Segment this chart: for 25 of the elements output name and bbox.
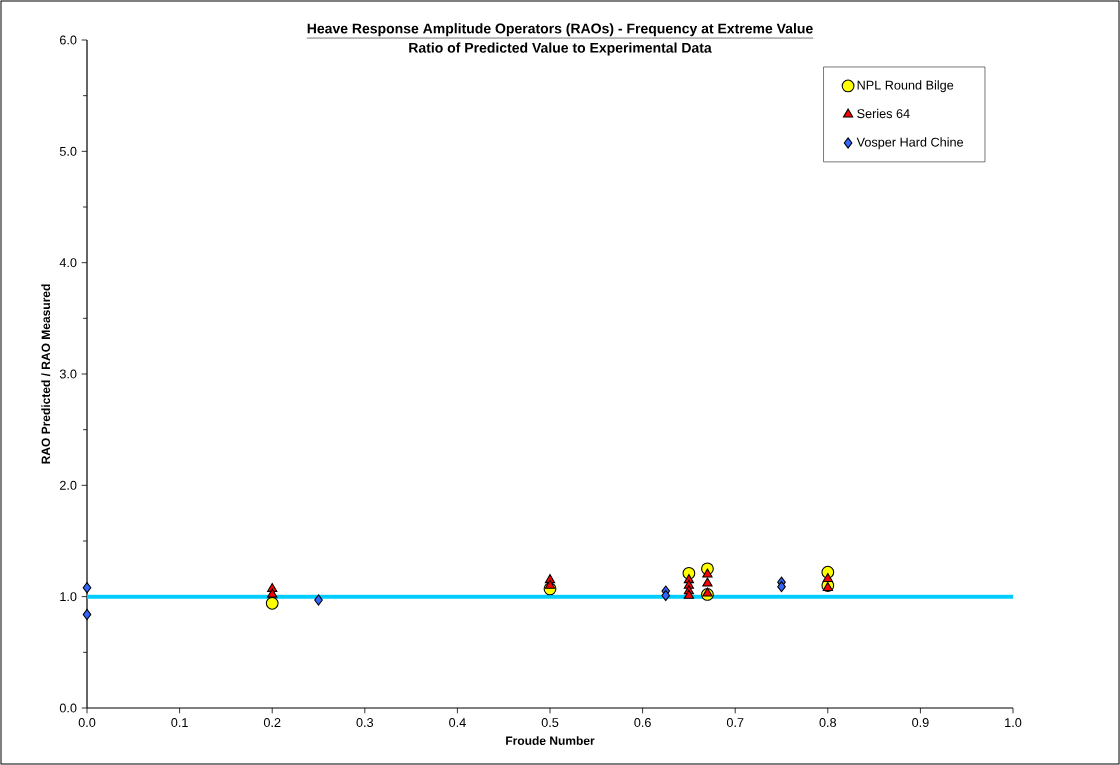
x-axis-title: Froude Number xyxy=(506,736,595,745)
y-tick-label: 2.0 xyxy=(59,480,77,490)
x-tick-label: 0.2 xyxy=(263,718,281,728)
x-tick-label: 1.0 xyxy=(1005,718,1022,728)
legend-label: NPL Round Bilge xyxy=(857,80,954,93)
y-tick-label: 3.0 xyxy=(59,369,77,379)
x-tick-label: 0.0 xyxy=(78,718,96,728)
y-tick-label: 5.0 xyxy=(59,146,77,156)
x-tick-label: 0.5 xyxy=(541,718,559,728)
legend-label: Series 64 xyxy=(857,108,910,119)
x-tick-label: 0.3 xyxy=(356,718,374,728)
chart-title: Heave Response Amplitude Operators (RAOs) - Frequency at Extreme Value xyxy=(307,23,813,37)
x-tick-label: 0.9 xyxy=(912,718,929,728)
chart-subtitle: Ratio of Predicted Value to Experimental Data xyxy=(409,42,712,56)
y-tick-label: 4.0 xyxy=(59,258,77,268)
y-axis-title: RAO Predicted / RAO Measured xyxy=(41,284,51,464)
x-tick-label: 0.8 xyxy=(819,718,837,728)
x-tick-label: 0.7 xyxy=(726,718,744,728)
y-tick-label: 6.0 xyxy=(60,35,77,45)
x-tick-label: 0.4 xyxy=(449,718,466,728)
legend-label: Vosper Hard Chine xyxy=(856,137,964,150)
y-tick-label: 0.0 xyxy=(59,703,77,713)
y-tick-label: 1.0 xyxy=(60,592,77,602)
x-tick-label: 0.1 xyxy=(171,718,188,728)
x-tick-label: 0.6 xyxy=(634,718,651,728)
